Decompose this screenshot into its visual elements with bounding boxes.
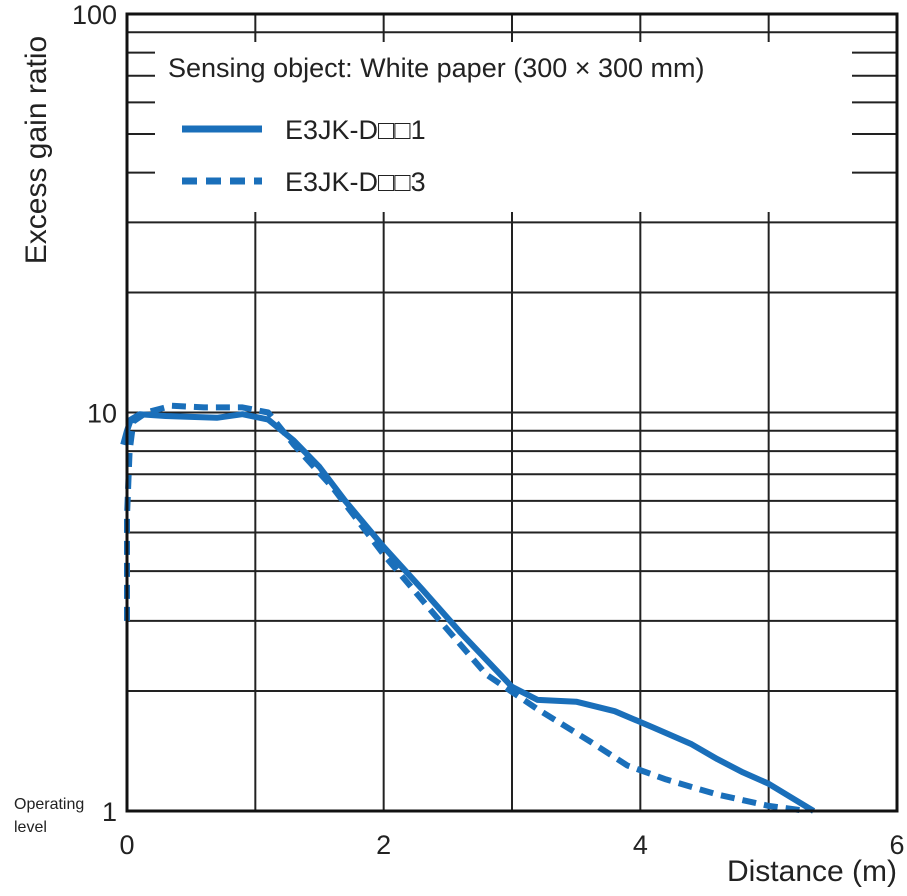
legend-series-1-label: E3JK-D□□1 xyxy=(285,115,426,145)
legend-title: Sensing object: White paper (300 × 300 m… xyxy=(168,53,705,83)
operating-level-label-line1: Operating xyxy=(14,796,84,813)
y-axis-label: Excess gain ratio xyxy=(20,36,53,264)
y-tick-label: 100 xyxy=(72,0,117,30)
legend: Sensing object: White paper (300 × 300 m… xyxy=(155,42,852,212)
x-tick-labels: 0 2 4 6 xyxy=(119,830,904,860)
series xyxy=(120,402,816,814)
operating-level-label-line2: level xyxy=(14,819,47,836)
x-tick-label: 0 xyxy=(119,830,134,860)
legend-series-2-label: E3JK-D□□3 xyxy=(285,167,426,197)
x-tick-label: 4 xyxy=(633,830,648,860)
series-line-2 xyxy=(124,402,808,814)
x-tick-label: 6 xyxy=(889,830,904,860)
x-tick-label: 2 xyxy=(376,830,391,860)
series-line-1 xyxy=(120,411,816,814)
legend-background xyxy=(155,42,852,212)
y-tick-labels: 1 10 100 xyxy=(72,0,117,827)
y-tick-label: 1 xyxy=(102,797,117,827)
y-tick-label: 10 xyxy=(87,399,117,429)
x-axis-label: Distance (m) xyxy=(727,855,897,888)
plot-frame xyxy=(125,12,899,813)
